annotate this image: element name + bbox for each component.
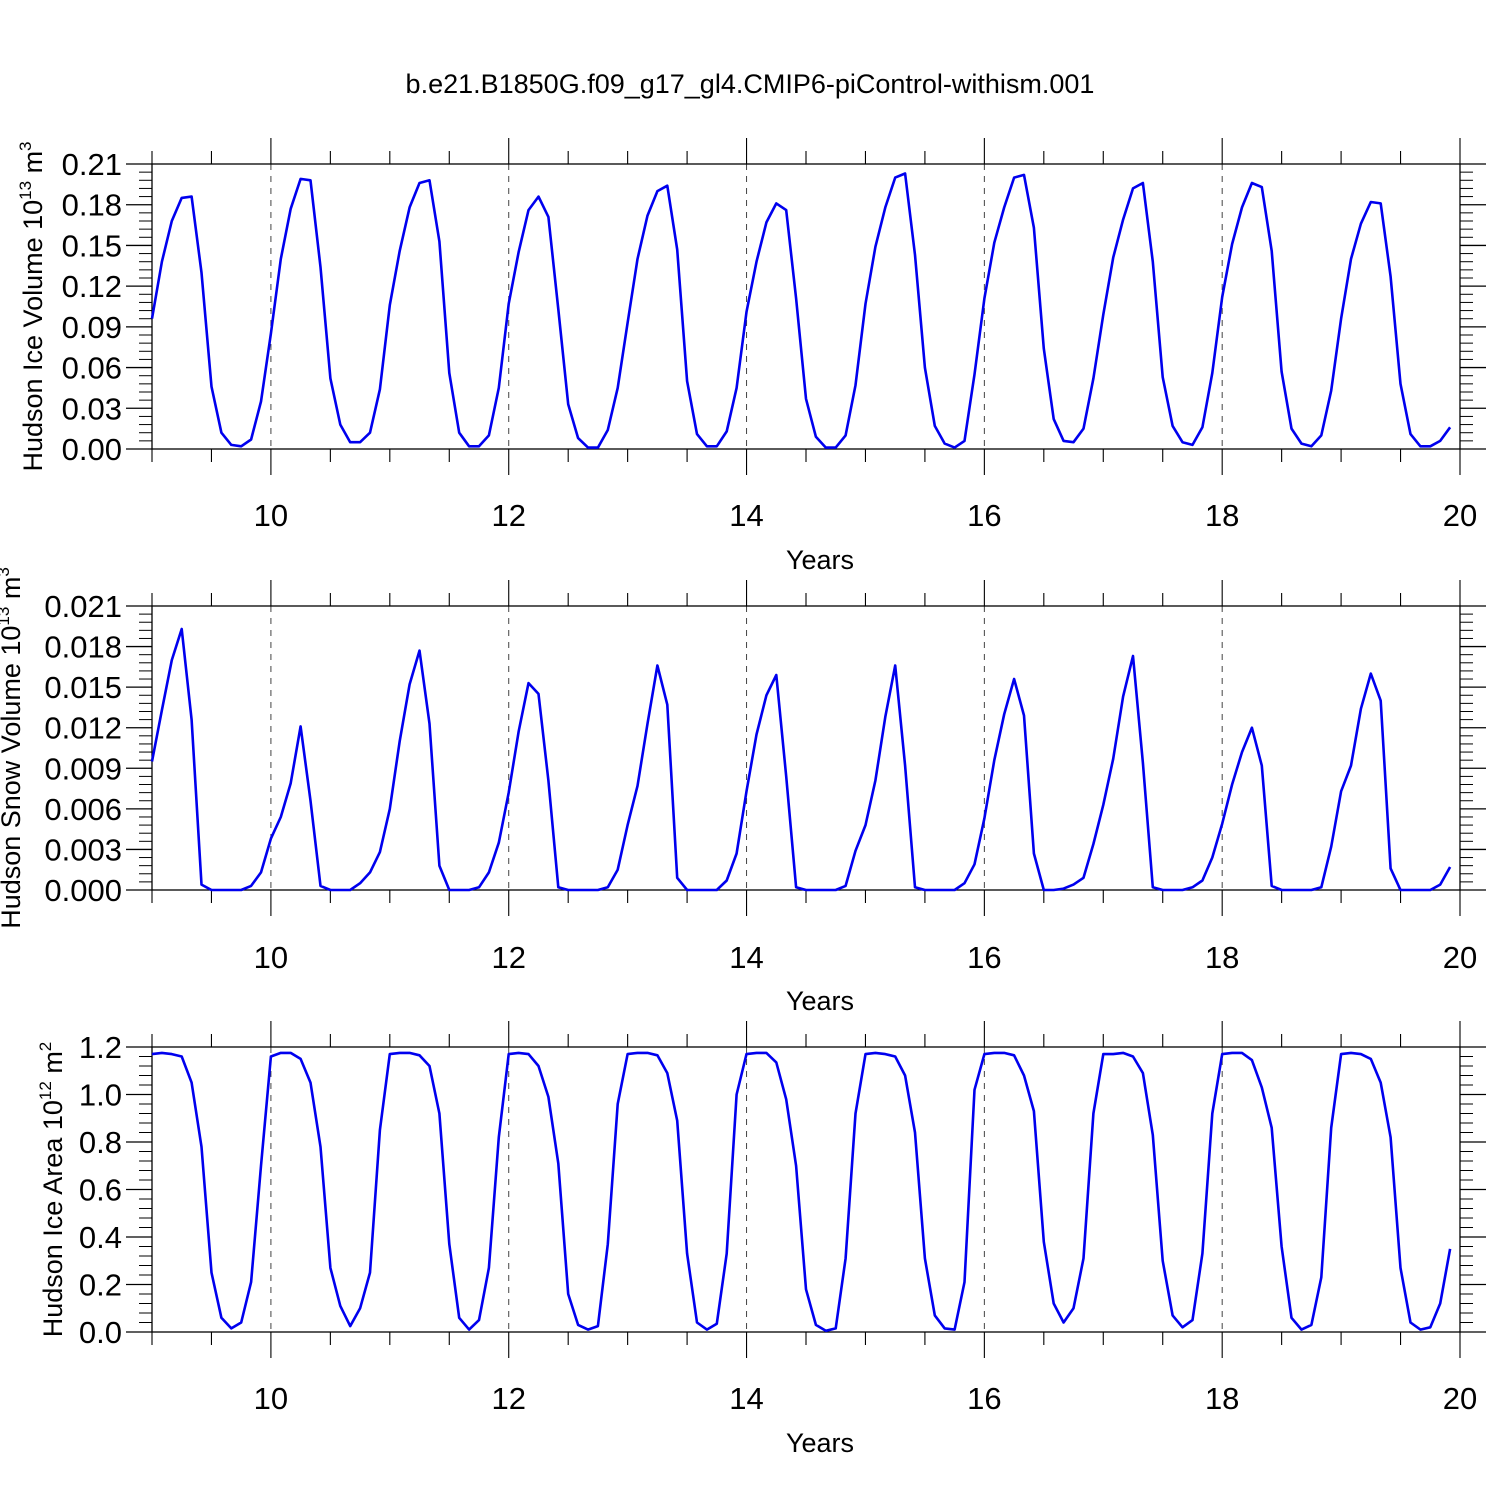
- y-tick-label: 0.4: [79, 1220, 122, 1255]
- y-tick-label: 1.0: [79, 1078, 122, 1113]
- ice-volume-panel: Hudson Ice Volume 1013 m3 Years 0.00 0.03…: [16, 138, 1486, 575]
- y-tick-label: 0.018: [44, 630, 122, 665]
- x-tick-label: 20: [1443, 940, 1477, 975]
- ylabel-unit-exponent: 3: [16, 141, 35, 150]
- ylabel-main: Hudson Snow Volume 10: [0, 626, 26, 929]
- y-tick-label: 1.2: [79, 1030, 122, 1065]
- x-tick-label: 18: [1205, 940, 1239, 975]
- y-tick-label: 0.18: [62, 188, 122, 223]
- x-tick-label: 16: [967, 940, 1001, 975]
- ylabel-unit-exponent: 2: [36, 1042, 55, 1051]
- y-tick-label: 0.8: [79, 1125, 122, 1160]
- y-tick-label: 0.06: [62, 351, 122, 386]
- x-tick-label: 14: [729, 1381, 763, 1416]
- ice-volume-ylabel: Hudson Ice Volume 1013 m3: [16, 141, 48, 471]
- y-tick-label: 0.12: [62, 269, 122, 304]
- y-tick-label: 0.15: [62, 228, 122, 263]
- x-tick-label: 16: [967, 498, 1001, 533]
- y-tick-label: 0.012: [44, 711, 122, 746]
- y-tick-label: 0.003: [44, 832, 122, 867]
- ylabel-unit: m: [38, 1051, 68, 1081]
- ice-area-xlabel: Years: [786, 1428, 854, 1458]
- snow-volume-ylabel: Hudson Snow Volume 1013 m3: [0, 567, 26, 929]
- x-tick-label: 20: [1443, 1381, 1477, 1416]
- y-tick-label: 0.00: [62, 432, 122, 467]
- y-tick-label: 0.021: [44, 589, 122, 624]
- ylabel-main: Hudson Ice Volume 10: [18, 200, 48, 472]
- snow-volume-panel: Hudson Snow Volume 1013 m3 Years 0.000 0.…: [0, 567, 1486, 1016]
- ylabel-exponent: 13: [0, 607, 13, 626]
- ice-volume-xlabel: Years: [786, 545, 854, 575]
- x-tick-label: 10: [254, 940, 288, 975]
- y-tick-label: 0.006: [44, 792, 122, 827]
- x-tick-label: 20: [1443, 498, 1477, 533]
- ylabel-unit: m: [0, 577, 26, 607]
- ice-area-ylabel: Hudson Ice Area 1012 m2: [36, 1042, 68, 1338]
- x-tick-label: 16: [967, 1381, 1001, 1416]
- x-tick-label: 12: [491, 498, 525, 533]
- ylabel-exponent: 13: [16, 181, 35, 200]
- plot-frame: [151, 605, 1461, 891]
- ylabel-exponent: 12: [36, 1081, 55, 1100]
- ylabel-unit: m: [18, 151, 48, 181]
- snow-volume-ylabel-text: Hudson Snow Volume 1013 m3: [0, 567, 26, 929]
- ice-area-panel: Hudson Ice Area 1012 m2 Years 0.00.20.40…: [36, 1021, 1486, 1458]
- ice-volume-ylabel-text: Hudson Ice Volume 1013 m3: [16, 141, 48, 471]
- x-tick-label: 12: [491, 940, 525, 975]
- ylabel-unit-exponent: 3: [0, 567, 13, 576]
- y-tick-label: 0.2: [79, 1268, 122, 1303]
- y-tick-label: 0.000: [44, 873, 122, 908]
- x-tick-label: 18: [1205, 498, 1239, 533]
- y-tick-label: 0.09: [62, 310, 122, 345]
- x-tick-label: 14: [729, 940, 763, 975]
- x-tick-label: 10: [254, 1381, 288, 1416]
- x-tick-label: 18: [1205, 1381, 1239, 1416]
- y-tick-label: 0.009: [44, 751, 122, 786]
- chart-title: b.e21.B1850G.f09_g17_gl4.CMIP6-piControl…: [406, 69, 1095, 99]
- y-tick-label: 0.6: [79, 1173, 122, 1208]
- series-line: [150, 627, 1452, 892]
- x-tick-label: 14: [729, 498, 763, 533]
- x-tick-label: 12: [491, 1381, 525, 1416]
- y-tick-label: 0.03: [62, 391, 122, 426]
- ylabel-main: Hudson Ice Area 10: [38, 1100, 68, 1337]
- series-line: [150, 172, 1452, 449]
- y-tick-label: 0.21: [62, 147, 122, 182]
- y-tick-label: 0.015: [44, 670, 122, 705]
- ice-area-ylabel-text: Hudson Ice Area 1012 m2: [36, 1042, 68, 1338]
- y-tick-label: 0.0: [79, 1315, 122, 1350]
- series-line: [151, 1051, 1452, 1333]
- snow-volume-xlabel: Years: [786, 986, 854, 1016]
- x-tick-label: 10: [254, 498, 288, 533]
